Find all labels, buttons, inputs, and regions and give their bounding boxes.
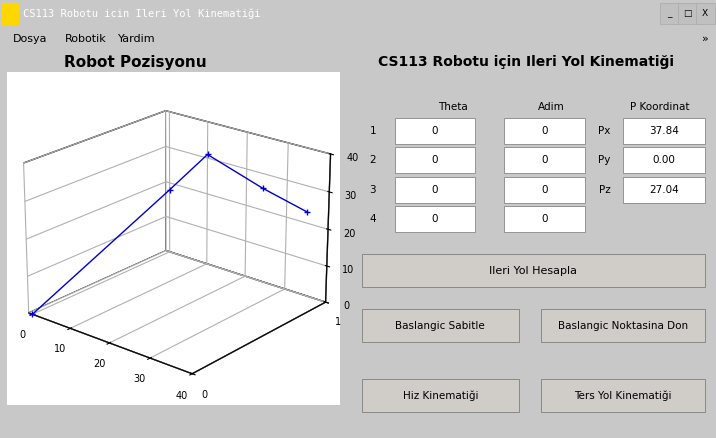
FancyBboxPatch shape — [678, 3, 697, 25]
Text: »: » — [702, 34, 709, 44]
Text: X: X — [702, 9, 708, 18]
Text: 3: 3 — [369, 185, 376, 194]
Text: Adim: Adim — [538, 102, 565, 112]
Text: Yardim: Yardim — [118, 34, 156, 44]
Text: 27.04: 27.04 — [649, 185, 679, 194]
Text: 0: 0 — [432, 214, 438, 224]
Text: 0: 0 — [541, 214, 548, 224]
FancyBboxPatch shape — [504, 118, 584, 144]
FancyBboxPatch shape — [623, 118, 705, 144]
Text: Py: Py — [599, 155, 611, 165]
Text: Hiz Kinematiği: Hiz Kinematiği — [402, 390, 478, 401]
Text: P Koordinat: P Koordinat — [629, 102, 690, 112]
FancyBboxPatch shape — [362, 309, 519, 343]
Text: 0.00: 0.00 — [652, 155, 675, 165]
Text: Baslangic Noktasina Don: Baslangic Noktasina Don — [558, 321, 688, 331]
FancyBboxPatch shape — [660, 3, 679, 25]
Text: □: □ — [683, 9, 692, 18]
FancyBboxPatch shape — [541, 379, 705, 412]
Text: CS113 Robotu icin Ileri Yol Kinematiği: CS113 Robotu icin Ileri Yol Kinematiği — [23, 8, 261, 19]
Bar — [2, 3, 18, 25]
Text: Ters Yol Kinematiği: Ters Yol Kinematiği — [574, 390, 672, 401]
FancyBboxPatch shape — [504, 177, 584, 202]
FancyBboxPatch shape — [504, 206, 584, 232]
FancyBboxPatch shape — [395, 206, 475, 232]
Text: Robotik: Robotik — [64, 34, 106, 44]
Text: 0: 0 — [541, 126, 548, 136]
Text: Pz: Pz — [599, 185, 611, 194]
Text: Robot Pozisyonu: Robot Pozisyonu — [64, 55, 206, 70]
FancyBboxPatch shape — [362, 379, 519, 412]
Text: 37.84: 37.84 — [649, 126, 679, 136]
FancyBboxPatch shape — [623, 147, 705, 173]
Text: _: _ — [667, 9, 672, 18]
FancyBboxPatch shape — [395, 147, 475, 173]
Text: Dosya: Dosya — [13, 34, 47, 44]
FancyBboxPatch shape — [623, 177, 705, 202]
Text: 0: 0 — [541, 185, 548, 194]
Text: 0: 0 — [432, 155, 438, 165]
Text: 0: 0 — [432, 185, 438, 194]
Text: 4: 4 — [369, 214, 376, 224]
Text: Ileri Yol Hesapla: Ileri Yol Hesapla — [490, 265, 577, 276]
Text: Baslangic Sabitle: Baslangic Sabitle — [395, 321, 485, 331]
FancyBboxPatch shape — [395, 118, 475, 144]
FancyBboxPatch shape — [395, 177, 475, 202]
Text: 0: 0 — [432, 126, 438, 136]
Text: 2: 2 — [369, 155, 376, 165]
FancyBboxPatch shape — [362, 254, 705, 287]
FancyBboxPatch shape — [504, 147, 584, 173]
Text: Theta: Theta — [438, 102, 468, 112]
Text: CS113 Robotu için Ileri Yol Kinematiği: CS113 Robotu için Ileri Yol Kinematiği — [378, 56, 674, 69]
FancyBboxPatch shape — [696, 3, 715, 25]
Text: 1: 1 — [369, 126, 376, 136]
Text: Px: Px — [599, 126, 611, 136]
FancyBboxPatch shape — [541, 309, 705, 343]
Text: 0: 0 — [541, 155, 548, 165]
